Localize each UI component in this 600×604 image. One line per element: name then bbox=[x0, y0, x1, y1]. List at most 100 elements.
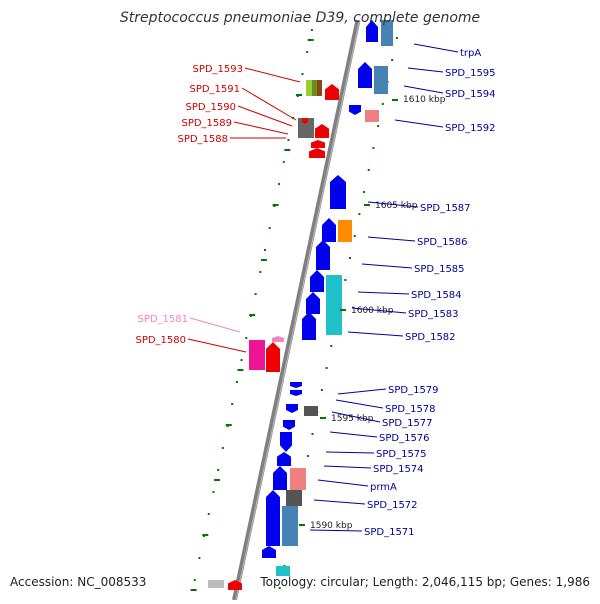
leader-line bbox=[394, 119, 444, 128]
kbp-label: 1610 kbp bbox=[403, 95, 446, 105]
gene-label: SPD_1576 bbox=[379, 433, 430, 444]
kbp-label: 1605 kbp bbox=[375, 201, 418, 211]
feature-block bbox=[317, 80, 322, 96]
leader-line bbox=[347, 331, 404, 337]
feature-block bbox=[306, 80, 312, 96]
leader-line bbox=[189, 317, 241, 333]
gene-label: SPD_1594 bbox=[445, 89, 496, 100]
kbp-label: 1600 kbp bbox=[351, 306, 394, 316]
feature-block bbox=[290, 468, 306, 490]
gene-label: SPD_1579 bbox=[388, 385, 439, 396]
kbp-label: 1590 kbp bbox=[310, 521, 353, 531]
gene-label: SPD_1585 bbox=[414, 264, 465, 275]
feature-block bbox=[326, 275, 342, 335]
gene-label: SPD_1574 bbox=[373, 464, 424, 475]
leader-line bbox=[367, 236, 416, 242]
gene-spd1574 bbox=[277, 452, 291, 466]
gene-label: SPD_1587 bbox=[420, 203, 471, 214]
leader-line bbox=[407, 67, 444, 73]
topology-text: Topology: circular; Length: 2,046,115 bp… bbox=[260, 575, 590, 589]
gene-label: SPD_1582 bbox=[405, 332, 456, 343]
gene-spd1584 bbox=[310, 270, 324, 292]
leader-line bbox=[309, 529, 363, 532]
gene-label: SPD_1580 bbox=[135, 335, 186, 346]
leader-line bbox=[361, 263, 413, 269]
feature-block bbox=[298, 118, 314, 138]
gene-spd1575 bbox=[280, 432, 292, 452]
leader-line bbox=[413, 43, 459, 53]
gene-spd1576 bbox=[283, 420, 295, 430]
gene-label: SPD_1577 bbox=[382, 418, 433, 429]
gene-label: SPD_1571 bbox=[364, 527, 415, 538]
gene-spd1589 bbox=[315, 124, 329, 138]
gene-spd1571 bbox=[262, 546, 276, 558]
gene-spd1581 bbox=[272, 336, 284, 342]
feature-block bbox=[304, 406, 318, 416]
backbone-highlight bbox=[235, 19, 360, 601]
feature-block bbox=[365, 110, 379, 122]
gene-spd1585 bbox=[316, 240, 330, 270]
leader-line bbox=[241, 87, 297, 121]
leader-line bbox=[357, 291, 410, 295]
gene-label: SPD_1586 bbox=[417, 237, 468, 248]
leader-line bbox=[237, 105, 293, 127]
feature-block bbox=[282, 506, 298, 546]
gene-label: SPD_1581 bbox=[137, 314, 188, 325]
gene-label: prmA bbox=[370, 482, 397, 493]
gene-label: trpA bbox=[460, 48, 481, 59]
gene-spd1593 bbox=[325, 84, 339, 100]
gene-spd1595 bbox=[358, 62, 372, 88]
gene-label: SPD_1583 bbox=[408, 309, 459, 320]
gene-label: SPD_1575 bbox=[376, 449, 427, 460]
gene-spd1588 bbox=[309, 148, 325, 158]
gene-spd1591 bbox=[302, 118, 308, 124]
feature-block bbox=[312, 80, 317, 96]
gene-spd1572 bbox=[266, 490, 280, 546]
leader-line bbox=[403, 85, 444, 94]
gene-trailing bbox=[228, 580, 242, 590]
gene-spd1587 bbox=[330, 175, 346, 209]
gene-label: SPD_1589 bbox=[181, 118, 232, 129]
backbone-line bbox=[232, 19, 361, 601]
feature-block bbox=[249, 340, 265, 370]
leader-line bbox=[323, 465, 372, 469]
gene-label: SPD_1591 bbox=[189, 84, 240, 95]
kbp-label: 1595 kbp bbox=[331, 414, 374, 424]
gene-spd1592 bbox=[349, 105, 361, 115]
gene-label: SPD_1590 bbox=[185, 102, 236, 113]
leader-line bbox=[325, 451, 375, 454]
gene-spd1586 bbox=[322, 218, 336, 242]
leader-line bbox=[329, 431, 378, 438]
gene-label: SPD_1572 bbox=[367, 500, 418, 511]
feature-block bbox=[338, 220, 352, 242]
gene-spd1583 bbox=[306, 292, 320, 314]
leader-line bbox=[233, 121, 289, 135]
feature-block bbox=[286, 490, 302, 506]
gene-spd1582 bbox=[302, 312, 316, 340]
gene-prmA bbox=[273, 466, 287, 490]
gene-label: SPD_1593 bbox=[192, 64, 243, 75]
gene-spd1577 bbox=[286, 404, 298, 413]
genome-title: Streptococcus pneumoniae D39, complete g… bbox=[119, 10, 481, 26]
accession-text: Accession: NC_008533 bbox=[10, 575, 147, 589]
leader-line bbox=[367, 201, 419, 208]
leader-line bbox=[317, 479, 369, 487]
leader-line bbox=[313, 499, 366, 505]
leader-line bbox=[351, 307, 407, 314]
leader-line bbox=[337, 388, 387, 395]
gene-label: SPD_1578 bbox=[385, 404, 436, 415]
gene-label: SPD_1584 bbox=[411, 290, 462, 301]
gene-spd1580 bbox=[266, 342, 280, 372]
leader-line bbox=[331, 411, 381, 423]
gene-trpA bbox=[366, 20, 378, 42]
feature-block bbox=[276, 566, 290, 576]
gene-spd1579 bbox=[290, 382, 302, 388]
feature-block bbox=[208, 580, 224, 588]
gene-label: SPD_1595 bbox=[445, 68, 496, 79]
leader-line bbox=[244, 67, 301, 83]
gene-label: SPD_1592 bbox=[445, 123, 496, 134]
gene-spd1590 bbox=[311, 140, 325, 148]
gene-label: SPD_1588 bbox=[177, 134, 228, 145]
